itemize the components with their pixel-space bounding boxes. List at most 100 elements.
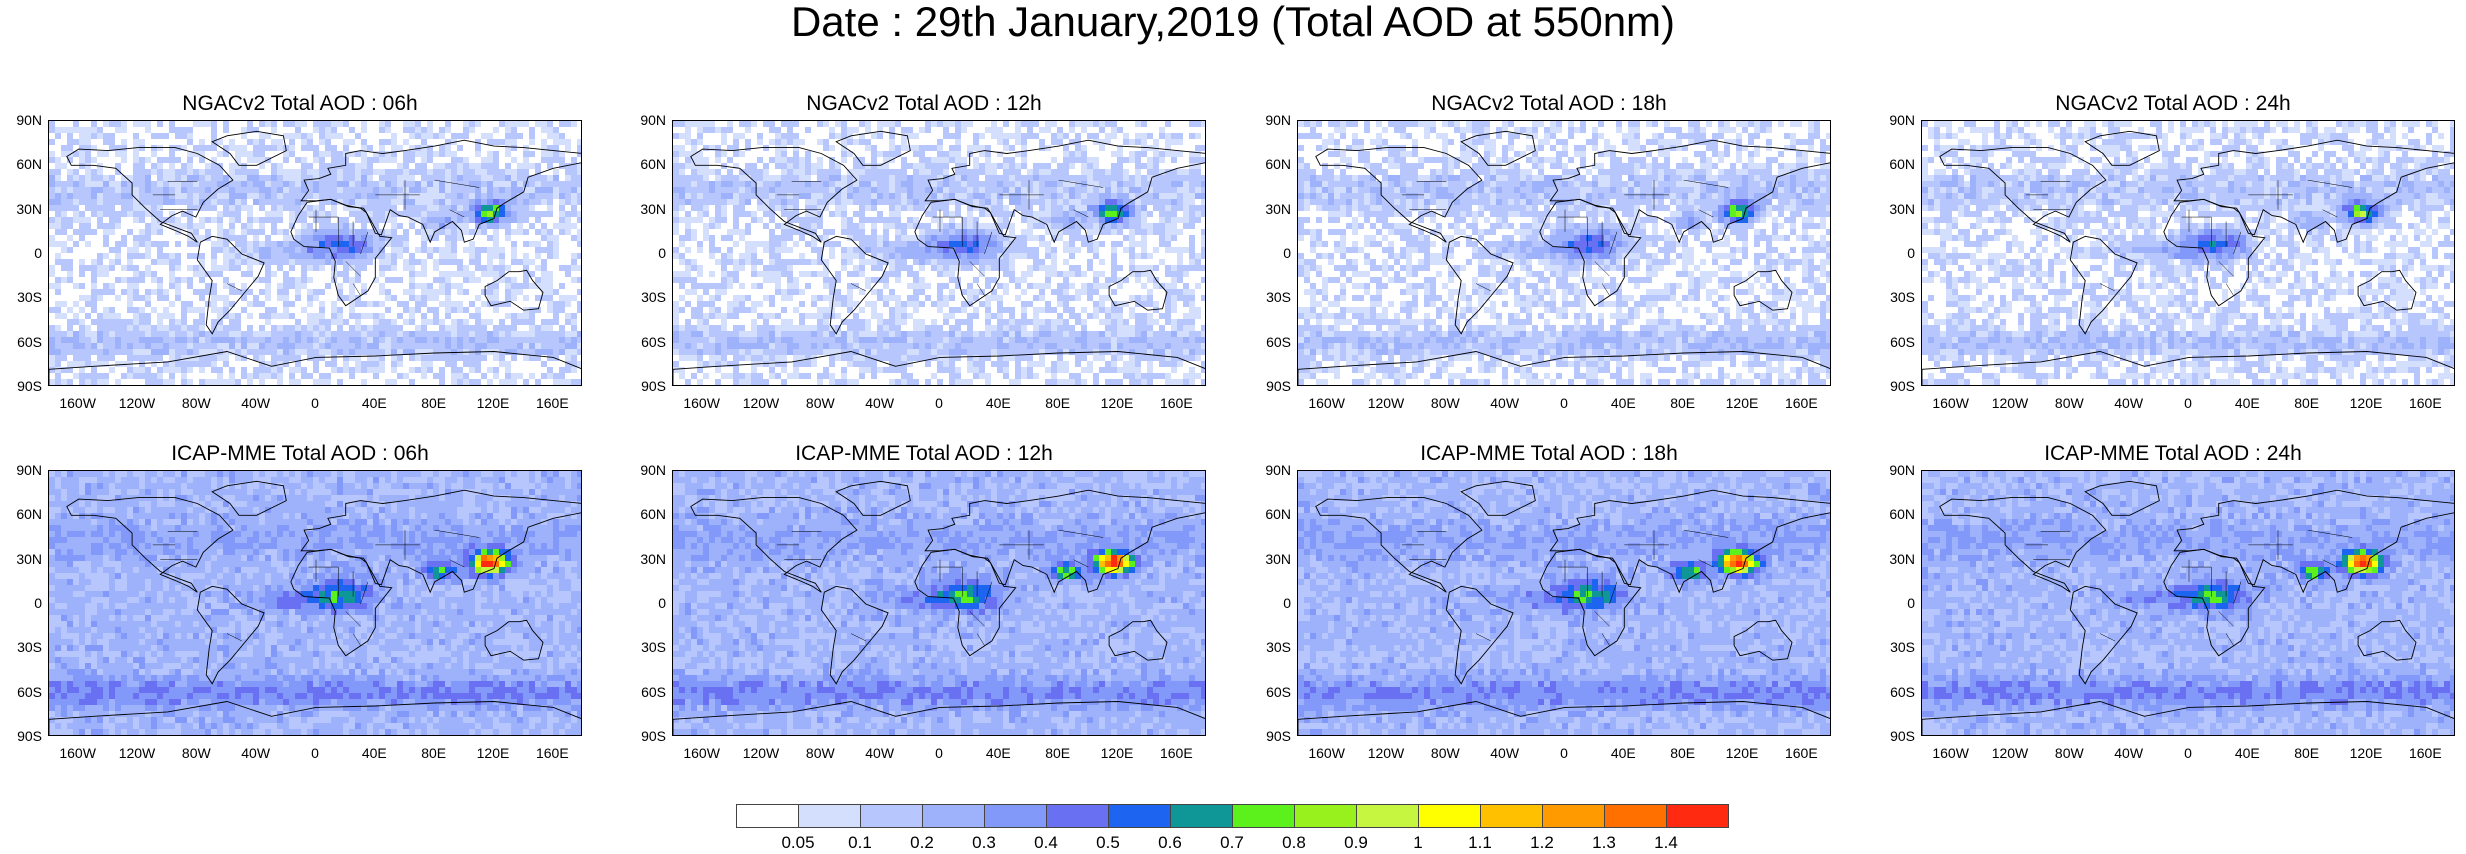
aod-cell [1189,217,1195,223]
aod-cell [367,163,373,169]
aod-cell [883,199,889,205]
aod-cell [1075,217,1081,223]
aod-cell [523,331,529,337]
aod-cell [565,385,571,386]
aod-cell [535,211,541,217]
aod-cell [775,181,781,187]
aod-cell [1093,223,1099,229]
aod-cell [1045,241,1051,247]
aod-cell [397,385,403,386]
aod-cell [1069,229,1075,235]
aod-cell [157,205,163,211]
aod-cell [103,187,109,193]
aod-cell [547,331,553,337]
aod-cell [139,253,145,259]
aod-cell [223,199,229,205]
aod-cell [223,241,229,247]
aod-cell [775,199,781,205]
aod-cell [973,295,979,301]
aod-cell [451,205,457,211]
aod-cell [343,343,349,349]
aod-cell [769,247,775,253]
aod-cell [1171,295,1177,301]
aod-cell [1069,211,1075,217]
aod-cell [85,295,91,301]
aod-cell [277,163,283,169]
aod-cell [73,343,79,349]
aod-cell [223,283,229,289]
aod-cell [55,211,61,217]
aod-cell [859,265,865,271]
aod-cell [805,169,811,175]
aod-cell [415,343,421,349]
aod-cell [457,319,463,325]
aod-cell [61,337,67,343]
aod-cell [1003,163,1009,169]
aod-cell [547,325,553,331]
aod-cell [883,301,889,307]
aod-cell [463,337,469,343]
aod-cell [361,199,367,205]
aod-cell [547,247,553,253]
aod-cell [1069,313,1075,319]
aod-cell [175,175,181,181]
aod-cell [259,229,265,235]
aod-cell [403,151,409,157]
aod-cell [703,319,709,325]
aod-cell [73,331,79,337]
aod-cell [1141,139,1147,145]
aod-cell [1195,151,1201,157]
aod-cell [703,235,709,241]
aod-cell [877,169,883,175]
aod-cell [565,313,571,319]
aod-cell [49,169,55,175]
aod-cell [565,349,571,355]
aod-cell [133,313,139,319]
aod-cell [991,259,997,265]
aod-cell [565,193,571,199]
aod-cell [361,337,367,343]
aod-cell [409,211,415,217]
aod-cell [505,331,511,337]
aod-cell [571,295,577,301]
aod-cell [97,127,103,133]
country-border [449,209,465,218]
aod-cell [397,181,403,187]
aod-cell [1009,175,1015,181]
aod-cell [997,211,1003,217]
aod-cell [745,223,751,229]
aod-cell [1147,265,1153,271]
aod-cell [1183,271,1189,277]
aod-cell [301,181,307,187]
aod-cell [109,199,115,205]
aod-cell [535,379,541,385]
aod-cell [781,163,787,169]
aod-cell [913,259,919,265]
aod-cell [295,211,301,217]
aod-cell [745,211,751,217]
aod-cell [1087,193,1093,199]
aod-cell [811,199,817,205]
aod-cell [313,349,319,355]
aod-cell [271,325,277,331]
aod-cell [451,157,457,163]
aod-cell [859,133,865,139]
aod-cell [1135,157,1141,163]
aod-cell [475,379,481,385]
aod-cell [733,145,739,151]
aod-cell [751,259,757,265]
aod-cell [775,325,781,331]
aod-cell [817,247,823,253]
aod-cell [943,187,949,193]
aod-cell [505,187,511,193]
aod-cell [913,319,919,325]
aod-cell [529,283,535,289]
aod-cell [61,205,67,211]
aod-cell [1051,157,1057,163]
aod-cell [763,319,769,325]
aod-cell [289,379,295,385]
aod-cell [1087,217,1093,223]
aod-cell [121,199,127,205]
aod-cell [439,373,445,379]
aod-cell [1189,187,1195,193]
